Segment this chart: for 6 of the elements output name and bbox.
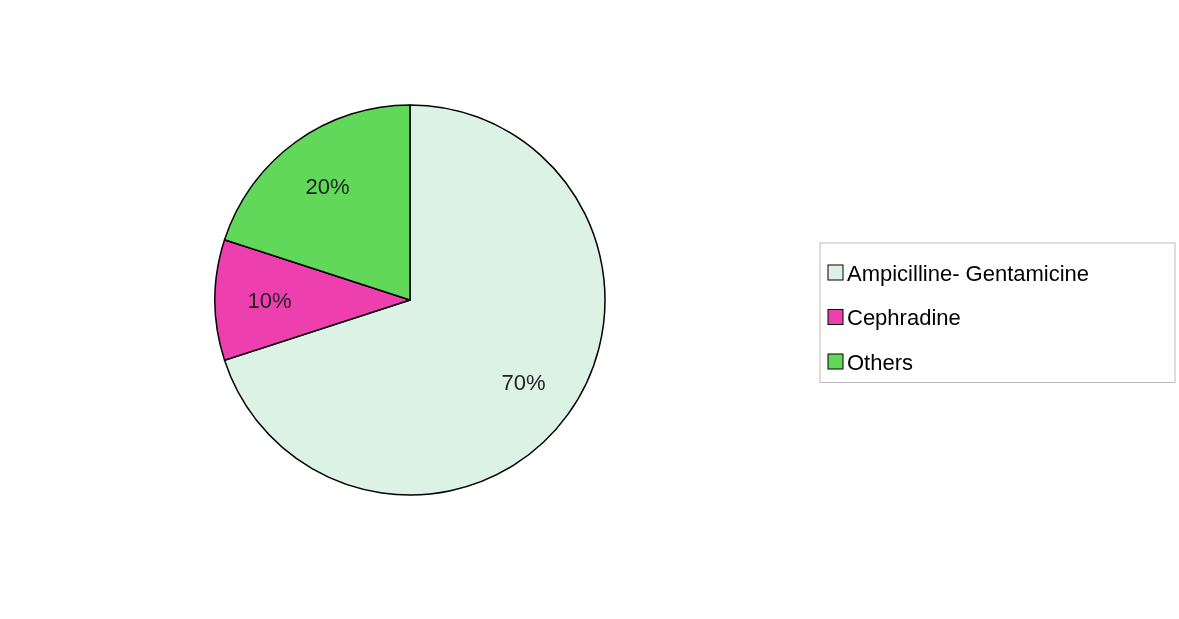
legend-label: Others bbox=[847, 349, 914, 375]
data-label: 10% bbox=[247, 287, 292, 313]
legend-label: Cephradine bbox=[847, 305, 961, 330]
data-label: 70% bbox=[501, 370, 546, 396]
legend-label: Ampicilline- Gentamicine bbox=[847, 260, 1090, 286]
data-label: 20% bbox=[305, 173, 350, 199]
